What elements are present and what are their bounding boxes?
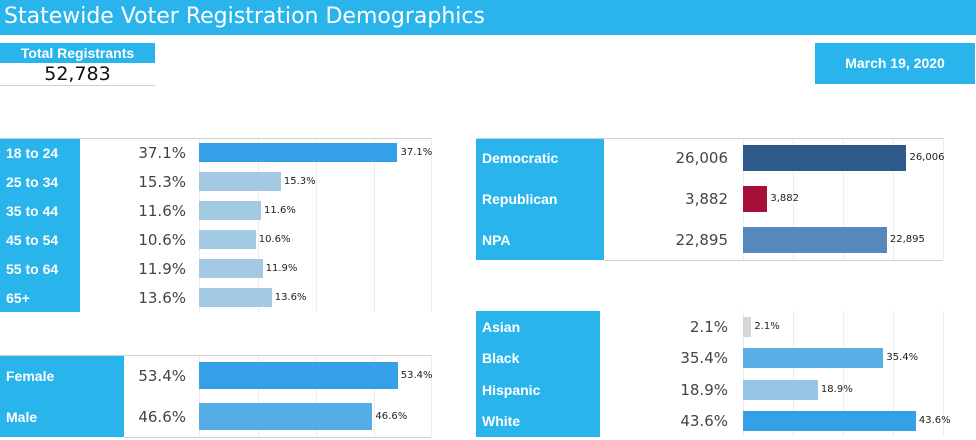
gender-gridline	[374, 355, 375, 437]
age-value-label: 13.6%	[138, 288, 186, 307]
party-category-label: Republican	[482, 191, 558, 207]
party-bar	[743, 145, 907, 172]
age-category-label: 18 to 24	[6, 144, 59, 161]
gender-gridline	[431, 355, 432, 437]
gender-gridline	[258, 355, 259, 437]
gender-bar-data-label: 46.6%	[375, 410, 408, 422]
age-category-label: 25 to 34	[6, 173, 59, 190]
race-bar-data-label: 43.6%	[918, 415, 951, 427]
age-bar-data-label: 11.9%	[265, 262, 298, 274]
party-gridline	[893, 138, 894, 260]
age-gridline	[431, 138, 432, 312]
age-bar-data-label: 37.1%	[400, 146, 433, 158]
gender-top-rule	[0, 355, 431, 356]
race-category-label: White	[482, 413, 521, 430]
gender-value-label: 53.4%	[138, 366, 186, 385]
race-value-label: 18.9%	[680, 380, 728, 399]
age-value-label: 10.6%	[138, 230, 186, 249]
party-bar-data-label: 3,882	[770, 193, 800, 204]
age-gridline	[199, 138, 200, 312]
race-gridline	[843, 311, 844, 437]
age-label-column	[0, 138, 80, 312]
age-gridline	[316, 138, 317, 312]
age-category-label: 55 to 64	[6, 260, 59, 277]
gender-label-column	[0, 355, 124, 437]
race-bar	[743, 379, 818, 400]
age-bar	[199, 201, 262, 220]
age-value-label: 11.6%	[138, 201, 186, 220]
party-bottom-rule	[604, 260, 943, 261]
age-gridline	[374, 138, 375, 312]
gender-gridline	[316, 355, 317, 437]
party-value-label: 26,006	[675, 149, 729, 168]
party-gridline	[793, 138, 794, 260]
race-value-label: 43.6%	[680, 412, 728, 431]
race-bar	[743, 411, 916, 432]
party-bar-data-label: 26,006	[909, 152, 945, 164]
race-bar	[743, 348, 884, 369]
race-label-column	[476, 311, 600, 437]
party-bar	[743, 186, 768, 212]
age-bar	[199, 259, 263, 278]
party-top-rule	[476, 138, 943, 139]
party-category-label: NPA	[482, 231, 511, 248]
title-bar	[0, 0, 976, 35]
race-category-label: Black	[482, 350, 520, 367]
gender-category-label: Male	[6, 408, 38, 425]
party-value-label: 22,895	[675, 230, 729, 249]
gender-value-label: 46.6%	[138, 407, 186, 426]
age-category-label: 45 to 54	[6, 231, 59, 248]
race-bar-data-label: 2.1%	[754, 320, 780, 332]
party-bar-data-label: 22,895	[889, 233, 925, 245]
race-bar-data-label: 18.9%	[820, 383, 853, 395]
race-gridline	[893, 311, 894, 437]
age-bar	[199, 230, 256, 249]
age-category-label: 35 to 44	[6, 202, 59, 219]
age-value-label: 11.9%	[138, 259, 186, 278]
race-value-label: 35.4%	[680, 349, 728, 368]
age-bar	[199, 172, 281, 191]
age-bar-data-label: 10.6%	[258, 233, 291, 245]
total-registrants-value: 52,783	[0, 64, 155, 86]
age-bar	[199, 143, 398, 162]
party-category-label: Democratic	[482, 150, 559, 167]
party-bar	[743, 226, 887, 253]
gender-bar	[199, 362, 398, 389]
age-value-label: 15.3%	[138, 172, 186, 191]
party-value-label: 3,882	[685, 190, 728, 208]
gender-gridline	[199, 355, 200, 437]
race-gridline	[943, 311, 944, 437]
gender-category-label: Female	[6, 367, 55, 384]
race-category-label: Hispanic	[482, 381, 541, 398]
age-value-label: 37.1%	[138, 143, 186, 162]
age-bar-data-label: 13.6%	[274, 291, 307, 303]
party-gridline	[843, 138, 844, 260]
gender-bar	[199, 403, 373, 430]
party-gridline	[943, 138, 944, 260]
age-bar-data-label: 15.3%	[283, 175, 316, 187]
gender-bar-data-label: 53.4%	[400, 369, 433, 381]
race-category-label: Asian	[482, 318, 521, 335]
date-badge: March 19, 2020	[815, 43, 975, 84]
age-bar	[199, 288, 272, 307]
race-bar	[743, 316, 752, 337]
page-title: Statewide Voter Registration Demographic…	[4, 4, 485, 29]
age-bar-data-label: 11.6%	[264, 204, 296, 216]
gender-bottom-rule	[124, 437, 431, 438]
age-top-rule	[0, 138, 431, 139]
party-label-column	[476, 138, 604, 260]
race-bar-data-label: 35.4%	[886, 352, 919, 364]
race-gridline	[743, 311, 744, 437]
race-gridline	[793, 311, 794, 437]
total-registrants-label: Total Registrants	[0, 43, 155, 63]
race-value-label: 2.1%	[689, 317, 728, 336]
age-gridline	[258, 138, 259, 312]
age-category-label: 65+	[6, 289, 30, 306]
